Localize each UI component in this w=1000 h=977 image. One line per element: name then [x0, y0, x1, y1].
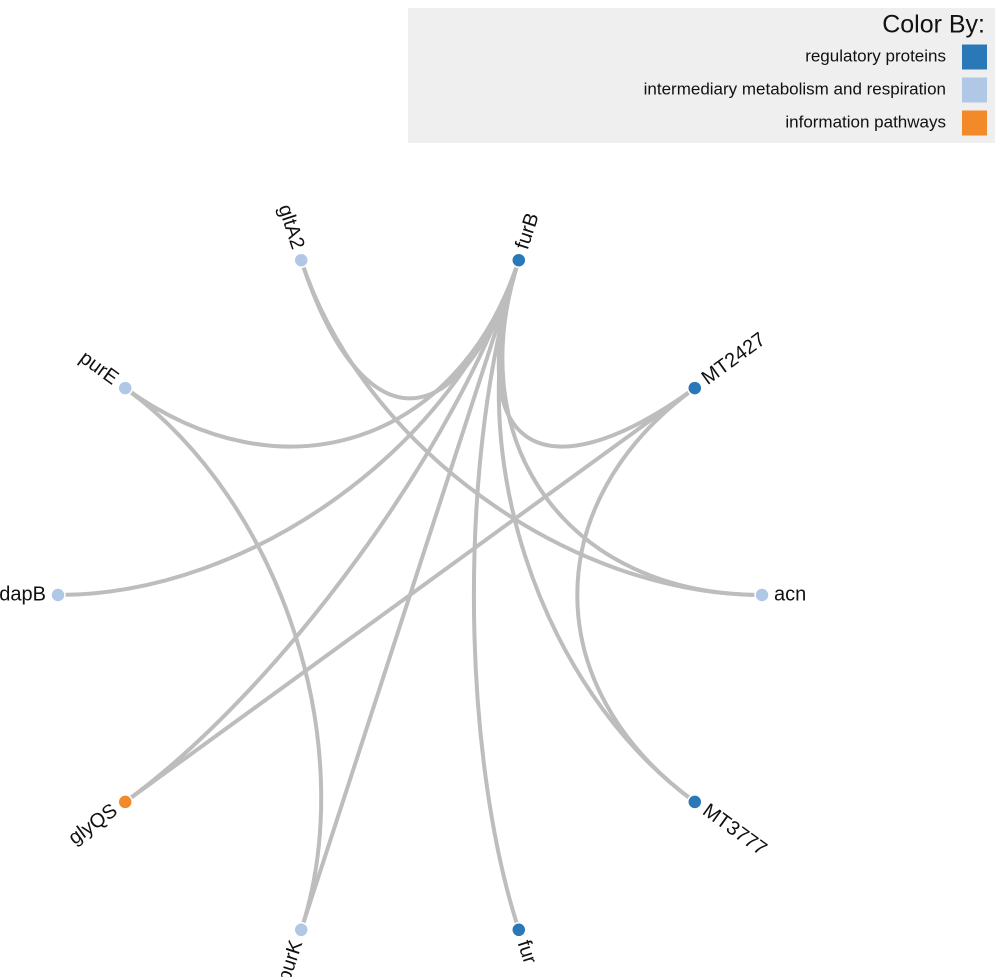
node	[687, 380, 703, 396]
legend-swatch	[962, 44, 987, 70]
node	[511, 252, 527, 268]
edge	[124, 386, 696, 804]
edge	[575, 386, 696, 804]
node-label: furB	[511, 210, 543, 252]
legend-label: regulatory proteins	[805, 46, 946, 65]
edges	[57, 259, 763, 931]
legend: Color By: regulatory proteins intermediar…	[408, 8, 995, 143]
node	[50, 587, 66, 603]
node	[754, 587, 770, 603]
node-label: fur	[513, 938, 541, 967]
node-label: glyQS	[65, 799, 122, 849]
node-label: purE	[75, 347, 122, 390]
node-label: dapB	[0, 583, 46, 605]
edge	[124, 386, 324, 931]
edge	[299, 259, 763, 597]
node	[117, 794, 133, 810]
node	[293, 252, 309, 268]
legend-title: Color By:	[882, 11, 985, 39]
legend-label: information pathways	[785, 112, 946, 131]
legend-label: intermediary metabolism and respiration	[644, 79, 946, 98]
edge	[496, 259, 696, 804]
node-label: acn	[774, 583, 806, 605]
node-label: MT2427	[698, 328, 770, 389]
node	[293, 922, 309, 938]
edge	[124, 259, 521, 804]
edge	[471, 259, 521, 931]
legend-swatch	[962, 110, 987, 136]
edge	[57, 259, 521, 597]
edge	[496, 259, 696, 449]
node-label: gltA2	[274, 202, 309, 252]
node	[511, 922, 527, 938]
edge	[124, 259, 521, 449]
node	[117, 380, 133, 396]
node	[687, 794, 703, 810]
legend-swatch	[962, 77, 987, 103]
legend-background	[408, 8, 995, 143]
node-label: purK	[273, 937, 307, 977]
node-label: MT3777	[698, 799, 770, 860]
